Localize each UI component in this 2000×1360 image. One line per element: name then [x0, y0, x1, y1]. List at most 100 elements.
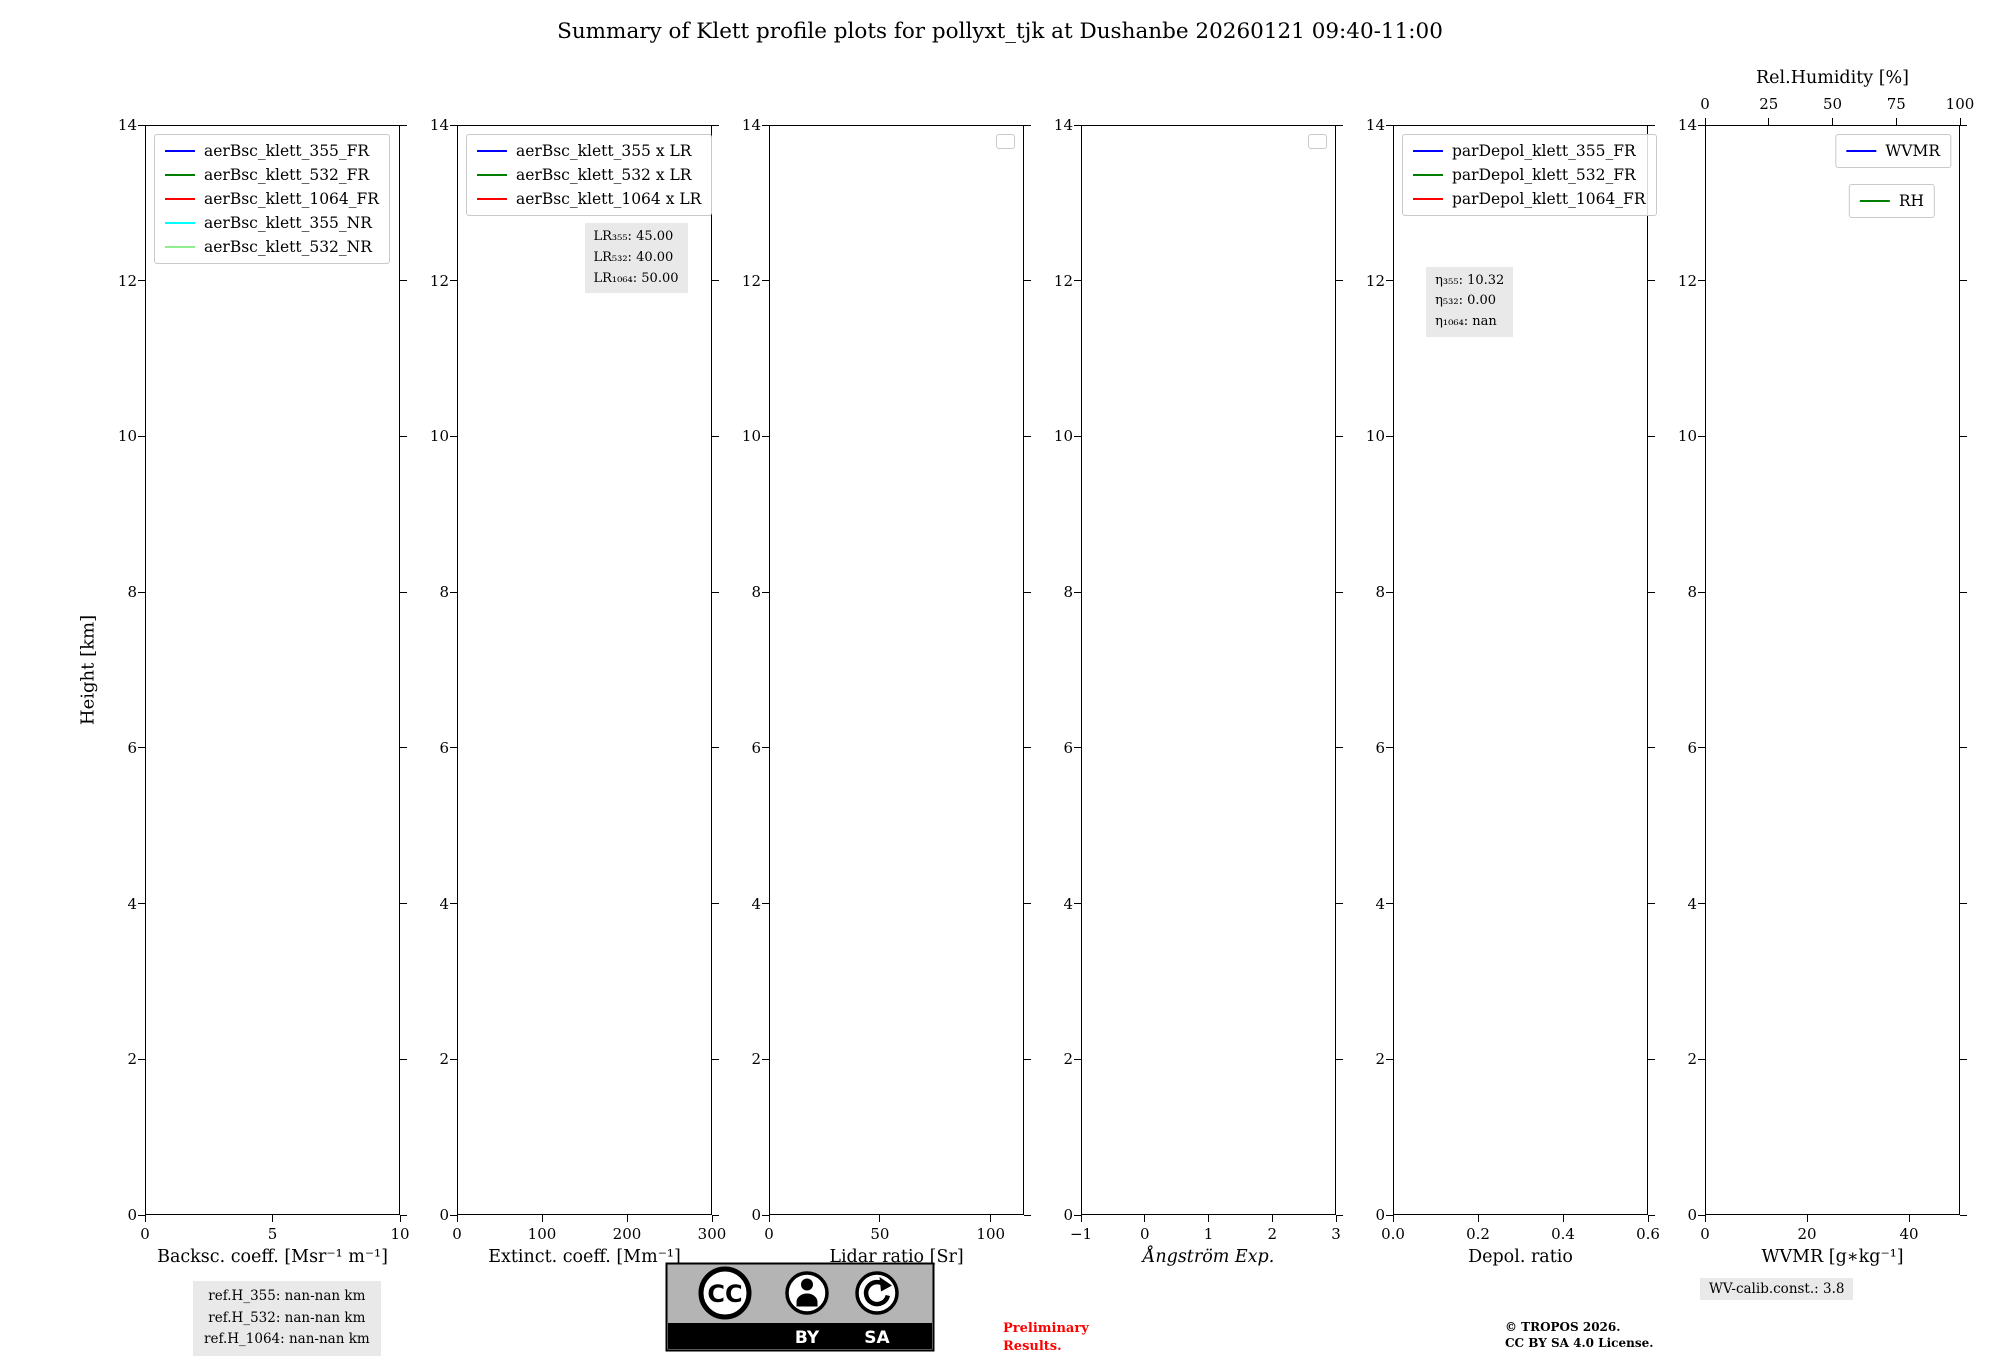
y-tick-mark [1074, 280, 1081, 282]
legend-item: WVMR [1846, 142, 1940, 160]
y-tick-mark-right [1024, 1058, 1031, 1060]
y-tick-mark-right [400, 1214, 407, 1216]
x-tick-mark [1477, 1215, 1479, 1222]
y-tick-mark [1386, 903, 1393, 905]
top-tick-label: 75 [1886, 95, 1906, 113]
x-tick-mark [399, 1215, 401, 1222]
ref-height-annotation: ref.H_355: nan-nan km ref.H_532: nan-nan… [193, 1281, 381, 1356]
y-tick-mark [450, 124, 457, 126]
x-tick-mark [1562, 1215, 1564, 1222]
x-tick-mark [711, 1215, 713, 1222]
plot-box-angstroem [1081, 125, 1336, 1215]
y-tick-mark [1698, 1214, 1705, 1216]
y-tick-label: 2 [751, 1050, 761, 1069]
x-tick-mark [1144, 1215, 1146, 1222]
x-tick-mark [456, 1215, 458, 1222]
y-tick-label: 8 [1063, 583, 1073, 602]
y-tick-label: 4 [1375, 894, 1385, 913]
x-tick-mark [626, 1215, 628, 1222]
y-tick-mark [138, 124, 145, 126]
x-tick-label: 0 [140, 1225, 150, 1243]
y-tick-mark-right [1336, 280, 1343, 282]
cc-by-sa-badge: CC BY SA [665, 1262, 935, 1352]
legend-extinction-0: aerBsc_klett_355 x LR aerBsc_klett_532 x … [466, 134, 713, 216]
y-tick-label: 2 [1687, 1050, 1697, 1069]
ref-height-1064: ref.H_1064: nan-nan km [204, 1331, 370, 1348]
legend-label: aerBsc_klett_355_NR [204, 214, 372, 232]
y-tick-mark-right [400, 903, 407, 905]
y-tick-mark [450, 280, 457, 282]
y-tick-mark-right [1960, 903, 1967, 905]
legend-label: aerBsc_klett_355_FR [204, 142, 370, 160]
y-tick-mark-right [400, 747, 407, 749]
x-tick-mark [990, 1215, 992, 1222]
y-tick-mark [762, 1214, 769, 1216]
legend-wvmr-0: WVMR [1835, 134, 1951, 168]
y-tick-label: 8 [127, 583, 137, 602]
y-tick-mark [762, 435, 769, 437]
legend-line-sample [1413, 150, 1443, 152]
y-tick-label: 2 [127, 1050, 137, 1069]
y-tick-label: 4 [127, 894, 137, 913]
legend-item: RH [1859, 192, 1924, 210]
legend-label: aerBsc_klett_355 x LR [516, 142, 692, 160]
y-tick-mark [1386, 591, 1393, 593]
y-tick-mark [1386, 747, 1393, 749]
legend-line-sample [1413, 174, 1443, 176]
y-tick-label: 6 [439, 738, 449, 757]
top-tick-mark [1704, 118, 1706, 125]
x-tick-label: −1 [1069, 1225, 1093, 1243]
y-tick-mark-right [1336, 1214, 1343, 1216]
y-tick-label: 0 [1687, 1206, 1697, 1224]
y-tick-label: 6 [1687, 738, 1697, 757]
y-tick-mark-right [1960, 591, 1967, 593]
y-tick-mark [138, 280, 145, 282]
y-tick-mark-right [712, 903, 719, 905]
y-tick-mark-right [1024, 280, 1031, 282]
legend-line-sample [1413, 198, 1443, 200]
x-axis-label-angstroem: Ångström Exp. [1142, 1247, 1275, 1267]
x-tick-label: 0 [1139, 1225, 1150, 1243]
x-tick-mark [1335, 1215, 1337, 1222]
legend-item: aerBsc_klett_532_NR [165, 238, 379, 256]
y-tick-mark-right [1648, 903, 1655, 905]
x-tick-label: 200 [612, 1225, 642, 1243]
top-tick-label: 50 [1822, 95, 1843, 113]
annotation-line: LR₅₃₂: 40.00 [593, 249, 674, 265]
y-tick-label: 10 [741, 427, 761, 446]
legend-line-sample [477, 150, 507, 152]
x-tick-label: 40 [1899, 1225, 1919, 1243]
y-tick-mark [450, 903, 457, 905]
legend-depol-0: parDepol_klett_355_FR parDepol_klett_532_… [1402, 134, 1657, 216]
top-tick-label: 0 [1700, 95, 1710, 113]
y-tick-label: 14 [429, 116, 449, 134]
y-tick-label: 12 [741, 271, 761, 290]
legend-item: parDepol_klett_1064_FR [1413, 190, 1646, 208]
y-tick-mark [138, 1214, 145, 1216]
legend-label: aerBsc_klett_1064 x LR [516, 190, 702, 208]
legend-line-sample [165, 174, 195, 176]
y-tick-mark [1698, 903, 1705, 905]
legend-label: WVMR [1885, 142, 1940, 160]
x-tick-label: 3 [1331, 1225, 1341, 1243]
y-tick-mark-right [1960, 1058, 1967, 1060]
y-tick-mark [1074, 124, 1081, 126]
y-tick-mark [1698, 747, 1705, 749]
preliminary-line2: Results. [1003, 1338, 1062, 1354]
x-tick-label: 0 [452, 1225, 462, 1243]
copyright-line1: © TROPOS 2026. [1505, 1320, 1621, 1334]
y-tick-mark-right [1024, 124, 1031, 126]
y-tick-mark-right [712, 435, 719, 437]
y-tick-mark-right [1648, 1214, 1655, 1216]
top-tick-label: 100 [1945, 95, 1975, 113]
y-tick-mark [762, 124, 769, 126]
legend-label: parDepol_klett_532_FR [1452, 166, 1636, 184]
x-axis-label-depol: Depol. ratio [1468, 1247, 1573, 1267]
y-tick-label: 10 [117, 427, 137, 446]
x-tick-label: 300 [697, 1225, 727, 1243]
badge-sa-label: SA [864, 1328, 890, 1348]
x-tick-mark [1208, 1215, 1209, 1222]
legend-item: aerBsc_klett_1064_FR [165, 190, 379, 208]
y-tick-mark [1074, 591, 1081, 593]
x-tick-label: 0.2 [1466, 1225, 1490, 1243]
